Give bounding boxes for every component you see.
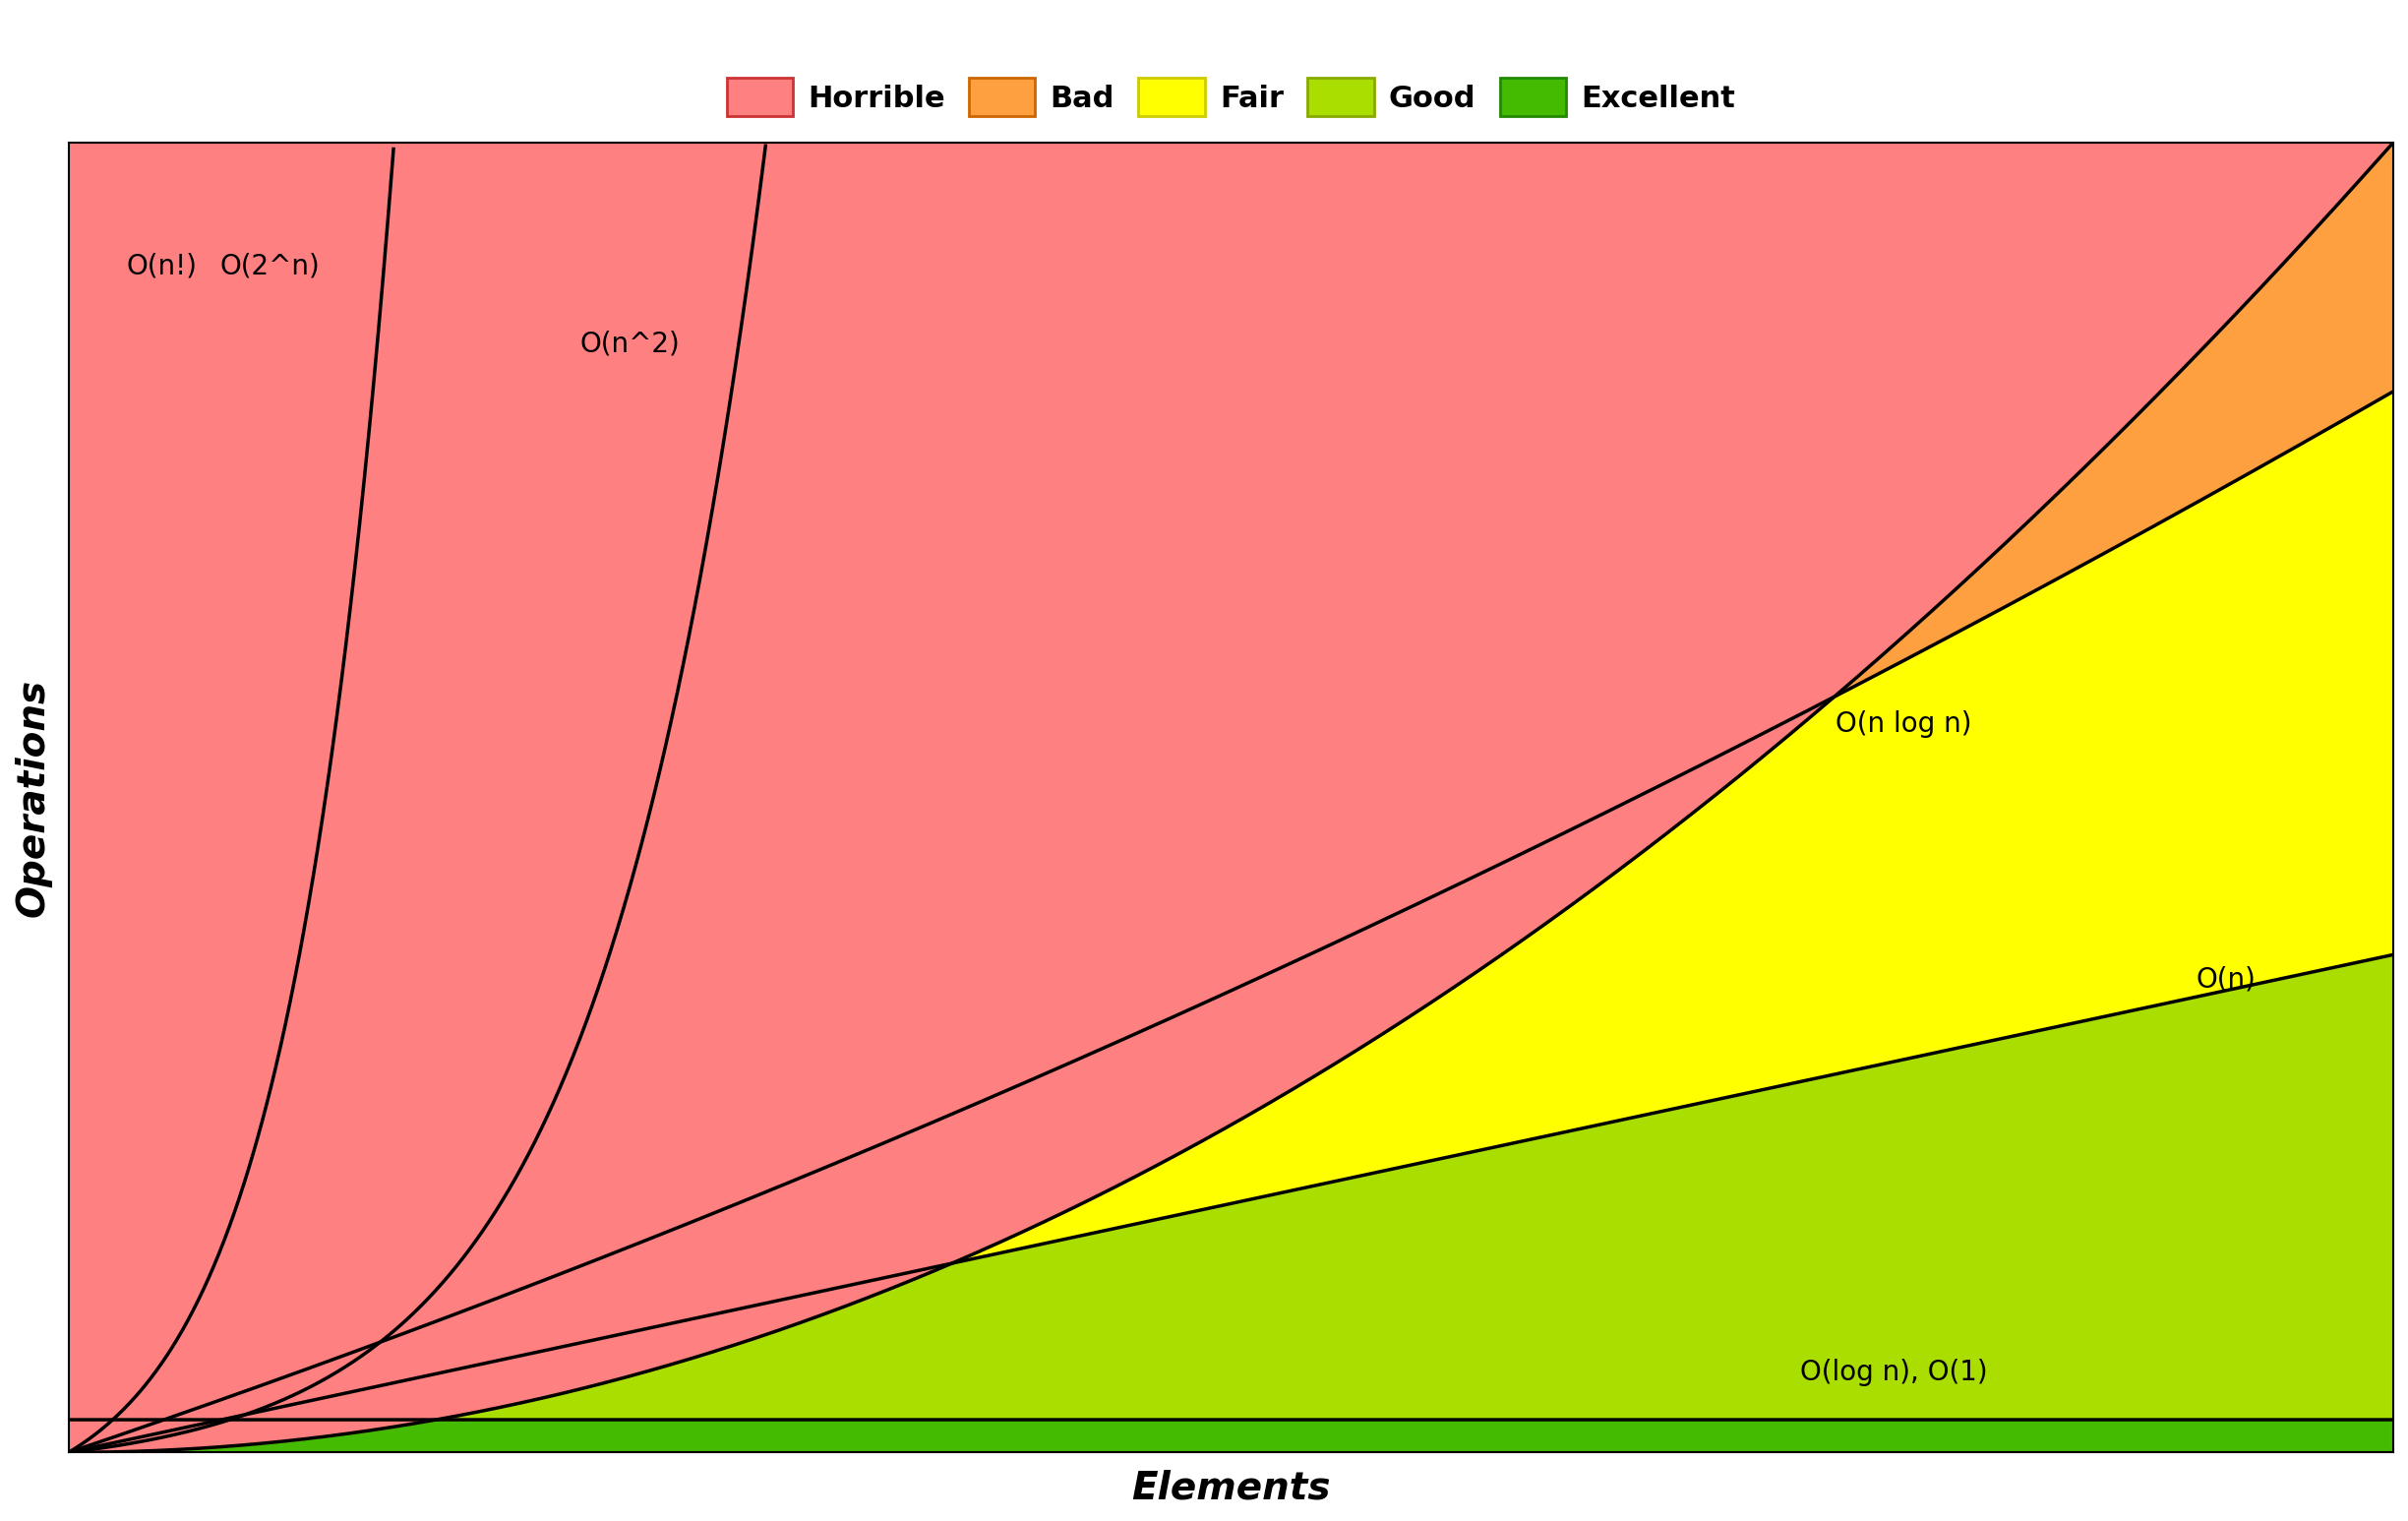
Text: O(n log n): O(n log n): [1835, 710, 1972, 738]
Text: O(n): O(n): [2196, 966, 2256, 993]
Text: O(n^2): O(n^2): [580, 330, 679, 357]
Legend: Horrible, Bad, Fair, Good, Excellent: Horrible, Bad, Fair, Good, Excellent: [715, 65, 1748, 129]
Text: O(2^n): O(2^n): [219, 252, 320, 280]
Y-axis label: Operations: Operations: [14, 678, 53, 917]
Text: O(log n), O(1): O(log n), O(1): [1801, 1358, 1989, 1386]
Text: O(n!): O(n!): [128, 252, 197, 280]
X-axis label: Elements: Elements: [1132, 1469, 1332, 1506]
